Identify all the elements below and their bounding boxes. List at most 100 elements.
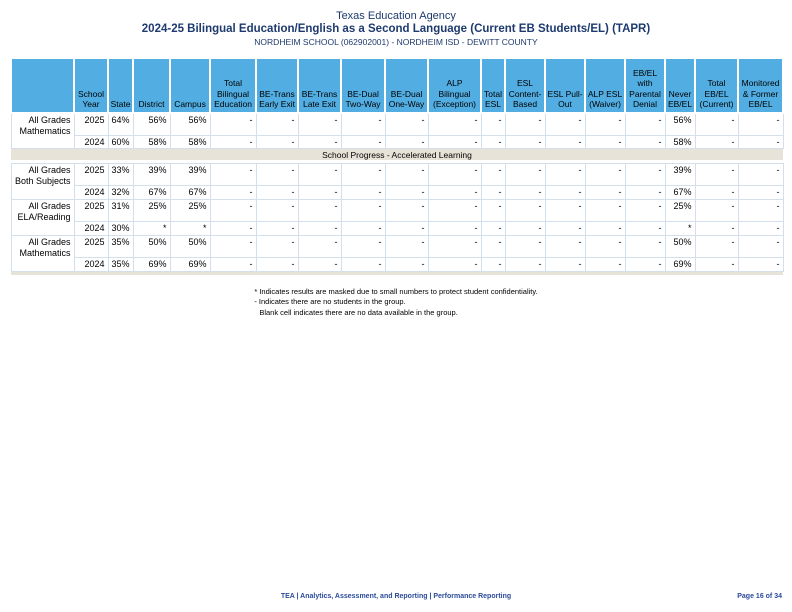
row-label: All Grades Both Subjects	[10, 163, 75, 201]
value-cell: *	[169, 221, 211, 236]
column-header: ALP ESL (Waiver)	[584, 57, 627, 114]
column-header: BE-Trans Early Exit	[255, 57, 300, 114]
value-cell: -	[480, 199, 506, 223]
value-cell: -	[624, 112, 666, 136]
column-header: Campus	[169, 57, 212, 114]
value-cell: -	[737, 163, 784, 187]
value-cell: -	[209, 199, 257, 223]
value-cell: 35%	[107, 234, 134, 258]
value-cell: 25%	[664, 199, 696, 223]
column-header: ESL Content-Based	[504, 57, 547, 114]
value-cell: -	[694, 134, 739, 150]
value-cell: -	[694, 185, 739, 201]
value-cell: -	[544, 221, 586, 236]
value-cell: 69%	[664, 256, 696, 272]
value-cell: -	[544, 234, 586, 258]
value-cell: -	[297, 221, 342, 236]
value-cell: 67%	[169, 185, 211, 201]
value-cell: -	[297, 112, 342, 136]
table-bottom-strip	[11, 271, 784, 275]
value-cell: 39%	[169, 163, 211, 187]
value-cell: -	[209, 112, 257, 136]
value-cell: -	[255, 256, 299, 272]
value-cell: -	[384, 134, 429, 150]
value-cell: -	[694, 112, 739, 136]
value-cell: -	[624, 185, 666, 201]
value-cell: -	[584, 112, 626, 136]
value-cell: -	[504, 256, 546, 272]
column-header: EB/EL with Parental Denial	[624, 57, 667, 114]
row-label: All Grades Mathematics	[10, 234, 75, 272]
column-header: State	[106, 57, 135, 114]
value-cell: -	[427, 199, 482, 223]
value-cell: 60%	[107, 134, 134, 150]
value-cell: -	[340, 134, 386, 150]
value-cell: -	[480, 221, 506, 236]
value-cell: -	[584, 221, 626, 236]
value-cell: -	[504, 112, 546, 136]
value-cell: -	[297, 163, 342, 187]
value-cell: -	[544, 256, 586, 272]
value-cell: -	[737, 221, 784, 236]
value-cell: 67%	[664, 185, 696, 201]
footnote-line: Blank cell indicates there are no data a…	[259, 307, 458, 317]
value-cell: 31%	[107, 199, 134, 223]
value-cell: -	[544, 163, 586, 187]
value-cell: 30%	[107, 221, 134, 236]
value-cell: -	[737, 112, 784, 136]
header-row: School Year State District Campus Total Bili…	[10, 57, 785, 114]
value-cell: -	[427, 163, 482, 187]
value-cell: -	[384, 221, 429, 236]
value-cell: -	[544, 185, 586, 201]
column-header: Total EB/EL (Current)	[694, 57, 740, 114]
column-header: Monitored & Former EB/EL	[737, 57, 785, 114]
value-cell: -	[504, 163, 546, 187]
row-label: All Grades Mathematics	[10, 112, 75, 150]
value-cell: 58%	[169, 134, 211, 150]
value-cell: 25%	[132, 199, 171, 223]
value-cell: *	[132, 221, 171, 236]
row-label: All Grades ELA/Reading	[10, 199, 75, 236]
column-header	[10, 57, 75, 114]
value-cell: -	[340, 234, 386, 258]
column-header: Total Bilingual Education	[209, 57, 258, 114]
value-cell: 58%	[664, 134, 696, 150]
value-cell: -	[297, 256, 342, 272]
value-cell: -	[384, 185, 429, 201]
value-cell: 56%	[664, 112, 696, 136]
value-cell: -	[340, 199, 386, 223]
value-cell: 50%	[664, 234, 696, 258]
value-cell: -	[209, 256, 257, 272]
value-cell: -	[737, 199, 784, 223]
value-cell: -	[255, 134, 299, 150]
value-cell: -	[297, 234, 342, 258]
year-cell: 2025	[73, 112, 109, 136]
value-cell: -	[384, 112, 429, 136]
value-cell: -	[624, 134, 666, 150]
value-cell: -	[384, 163, 429, 187]
table-row: All Grades Both Subjects 2025 33% 39% 39% - - -…	[10, 163, 784, 201]
value-cell: 67%	[132, 185, 171, 201]
value-cell: -	[427, 221, 482, 236]
value-cell: -	[255, 221, 299, 236]
value-cell: -	[255, 163, 299, 187]
value-cell: -	[504, 234, 546, 258]
value-cell: -	[694, 234, 739, 258]
year-cell: 2025	[73, 163, 109, 187]
value-cell: -	[209, 185, 257, 201]
value-cell: -	[209, 234, 257, 258]
footnotes: * Indicates results are masked due to sm…	[254, 287, 537, 319]
year-cell: 2025	[73, 234, 109, 258]
value-cell: -	[504, 134, 546, 150]
column-header: BE-Dual One-Way	[384, 57, 430, 114]
value-cell: -	[427, 234, 482, 258]
spacer-row	[11, 160, 784, 164]
value-cell: -	[584, 234, 626, 258]
value-cell: -	[544, 134, 586, 150]
report-table: School Year State District Campus Total Bili…	[10, 57, 785, 275]
table-row: 2024 32% 67% 67% - - - - - - - - - - -67% - -	[11, 185, 784, 201]
value-cell: -	[544, 112, 586, 136]
value-cell: -	[624, 221, 666, 236]
footnote-line: * Indicates results are masked due to sm…	[254, 286, 538, 296]
value-cell: -	[584, 163, 626, 187]
